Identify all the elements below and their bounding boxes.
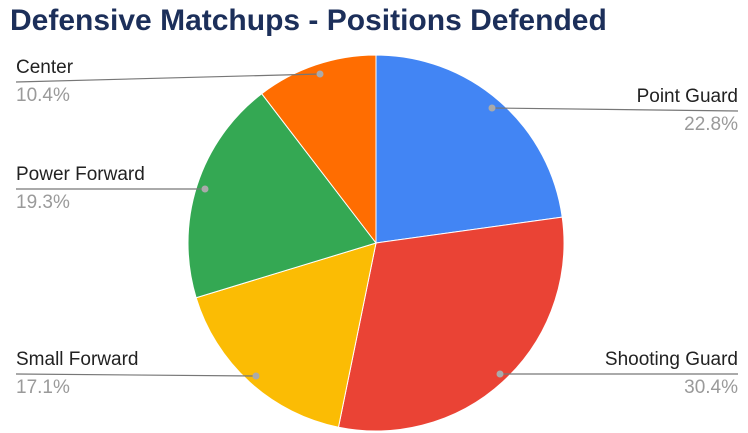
- slice-value-label: 10.4%: [16, 85, 70, 106]
- slice-value-label: 17.1%: [16, 377, 70, 398]
- pie-slice: [187, 93, 377, 299]
- slice-value-label: 30.4%: [684, 377, 738, 398]
- slice-label: Center: [16, 57, 74, 78]
- chart-title: Defensive Matchups - Positions Defended: [10, 4, 607, 37]
- leader-dot: [316, 70, 324, 78]
- slice-label: Point Guard: [637, 86, 738, 107]
- pie-slice: [337, 216, 565, 432]
- leader-dot: [488, 104, 496, 112]
- leader-dot: [201, 185, 209, 193]
- slice-value-label: 19.3%: [16, 192, 70, 213]
- slice-label: Shooting Guard: [605, 349, 738, 370]
- pie-slice: [375, 54, 563, 244]
- slice-label: Power Forward: [16, 164, 145, 185]
- slice-label: Small Forward: [16, 349, 138, 370]
- slice-value-label: 22.8%: [684, 114, 738, 135]
- leader-line: [491, 107, 739, 112]
- leader-dot: [252, 372, 260, 380]
- pie-slice: [195, 242, 377, 428]
- leader-line: [15, 73, 321, 83]
- leader-dot: [496, 370, 504, 378]
- leader-line: [15, 373, 257, 377]
- pie-slice: [261, 54, 377, 245]
